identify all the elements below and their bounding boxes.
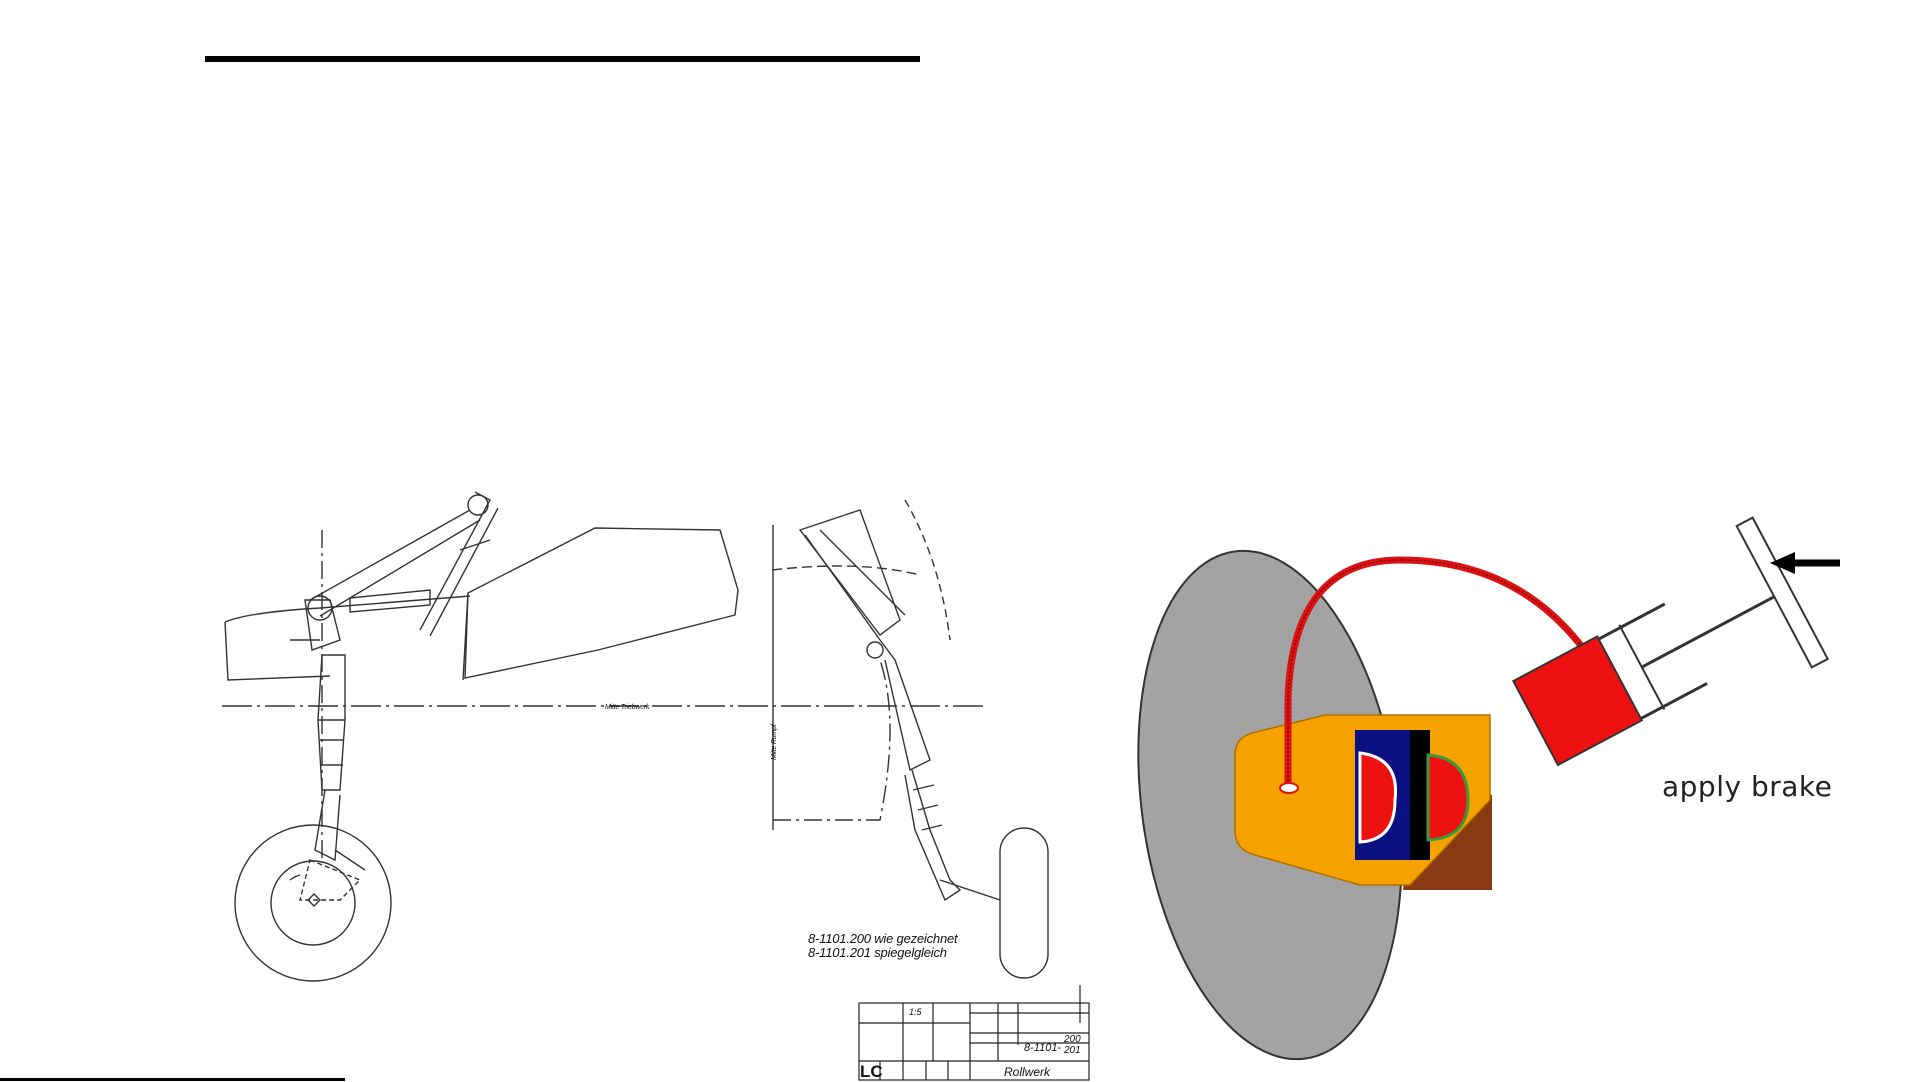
brake-pad-left [1358,751,1398,844]
title-block-part-name: Rollwerk [1004,1065,1051,1079]
title-block-number-201: 201 [1064,1045,1081,1056]
title-block-code: LC [860,1062,883,1081]
title-block-number-200: 200 [1064,1034,1081,1045]
center-line-label: Mitte Triebwerk [605,704,650,711]
brake-pedal [1735,516,1830,669]
master-cylinder [1511,635,1644,767]
arrow-left-icon [1770,552,1840,574]
apply-brake-label: apply brake [1662,770,1833,803]
note-line-1: 8-1101.200 wie gezeichnet [808,931,958,946]
footer-rule [0,1078,345,1081]
note-line-2: 8-1101.201 spiegelgleich [808,945,947,960]
title-block-scale: 1:5 [909,1007,922,1017]
title-underline [205,56,920,62]
title-block-number: 8-1101- [1024,1042,1062,1054]
brake-pad-right [1426,753,1470,842]
title-block [858,985,1090,1081]
